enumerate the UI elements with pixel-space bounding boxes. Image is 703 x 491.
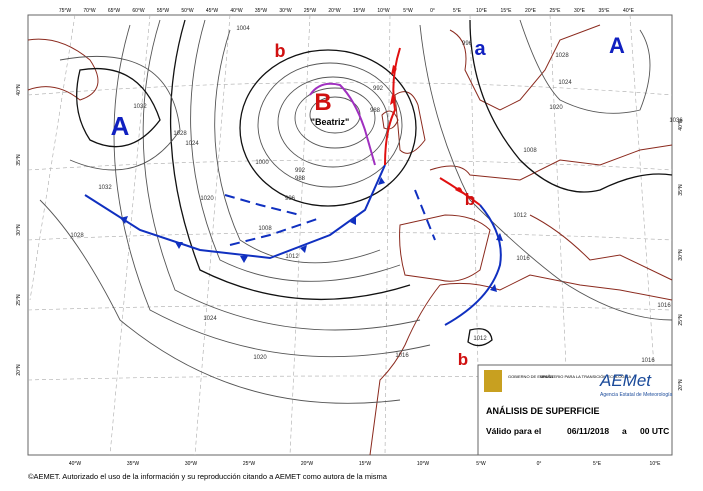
longitude-label: 25°E (550, 8, 562, 14)
isobar-label: 1032 (98, 185, 112, 191)
isobar-label: 988 (295, 176, 306, 182)
footer: ©AEMET. Autorizado el uso de la informac… (28, 472, 388, 481)
longitude-label: 35°E (599, 8, 611, 14)
isobar-label: 1028 (70, 233, 84, 239)
longitude-label: 50°W (181, 8, 194, 14)
isobar-label: 988 (370, 108, 381, 114)
longitude-label: 10°E (650, 461, 662, 467)
latitude-label: 25°N (16, 294, 22, 306)
date: 06/11/2018 (567, 426, 609, 436)
longitude-label: 15°E (501, 8, 513, 14)
isobar-label: 1012 (473, 336, 487, 342)
pressure-system: b (465, 190, 475, 209)
latitude-label: 30°N (16, 224, 22, 236)
latitude-label: 40°N (16, 84, 22, 96)
isobar-label: 1008 (523, 148, 537, 154)
longitude-label: 35°W (255, 8, 268, 14)
longitude-label: 30°W (279, 8, 292, 14)
longitude-label: 70°W (83, 8, 96, 14)
isobar-label: 1000 (255, 160, 269, 166)
longitude-label: 5°W (476, 461, 486, 467)
info-panel: GOBIERNO DE ESPAÑA MINISTERIO PARA LA TR… (477, 364, 673, 456)
longitude-label: 25°W (304, 8, 317, 14)
pressure-system: b (275, 41, 286, 61)
isobar-label: 1032 (133, 104, 147, 110)
isobar-label: 1016 (641, 358, 655, 364)
latitude-label: 20°N (16, 364, 22, 376)
isobar-label: 1012 (285, 254, 299, 260)
isobar-label: 1008 (258, 226, 272, 232)
latitude-label: 20°N (678, 379, 684, 391)
isobar-label: 1024 (203, 316, 217, 322)
longitude-label: 0° (537, 461, 542, 467)
longitude-label: 15°W (353, 8, 366, 14)
pressure-system: b (458, 350, 468, 369)
latitude-label: 25°N (678, 314, 684, 326)
isobar-label: 1036 (669, 118, 683, 124)
latitude-label: 30°N (678, 249, 684, 261)
pressure-system: A (111, 111, 130, 141)
isobar-label: 1028 (555, 53, 569, 59)
isobar-label: 1024 (185, 141, 199, 147)
longitude-label: 15°W (359, 461, 372, 467)
agency: Agencia Estatal de Meteorología (600, 392, 672, 398)
latitude-label: 40°N (678, 119, 684, 131)
government: GOBIERNO DE ESPAÑA (508, 374, 554, 379)
storm-name: "Beatriz" (311, 117, 350, 127)
isobar-label: 1020 (200, 196, 214, 202)
isobar-label: 1012 (513, 213, 527, 219)
isobar-label: 1028 (173, 131, 187, 137)
isobar-label: 1016 (395, 353, 409, 359)
isobar-label: 1020 (549, 105, 563, 111)
longitude-label: 65°W (108, 8, 121, 14)
isobar-label: 1024 (558, 80, 572, 86)
logo: AEMet (599, 371, 652, 390)
fronts (84, 47, 503, 326)
isobar-label: 1020 (253, 355, 267, 361)
longitude-label: 35°W (127, 461, 140, 467)
longitude-label: 10°E (476, 8, 488, 14)
time: 00 UTC (640, 426, 669, 436)
graticule (27, 14, 673, 456)
ministry: MINISTERIO PARA LA TRANSICIÓN ECOLÓGICA (540, 374, 632, 379)
connector: a (622, 426, 627, 436)
pressure-system: a (474, 38, 486, 60)
longitude-label: 5°W (403, 8, 413, 14)
isobars (39, 19, 673, 404)
isobar-label: 1004 (236, 26, 250, 32)
pressure-system: A (609, 33, 625, 58)
longitude-label: 0° (430, 8, 435, 14)
longitude-label: 20°W (328, 8, 341, 14)
latitude-label: 35°N (678, 184, 684, 196)
longitude-label: 30°E (574, 8, 586, 14)
longitude-label: 30°W (185, 461, 198, 467)
longitude-label: 5°E (593, 461, 602, 467)
longitude-label: 10°W (377, 8, 390, 14)
longitude-label: 75°W (59, 8, 72, 14)
isobar-label: 1016 (657, 303, 671, 309)
isobar-label: 1016 (516, 256, 530, 262)
valid-label: Válido para el (486, 426, 541, 436)
pressure-system: B (314, 89, 331, 116)
longitude-label: 45°W (206, 8, 219, 14)
isobar-label: 992 (295, 168, 306, 174)
longitude-label: 10°W (417, 461, 430, 467)
longitude-label: 25°W (243, 461, 256, 467)
longitude-label: 40°W (69, 461, 82, 467)
latitude-label: 35°N (16, 154, 22, 166)
longitude-label: 55°W (157, 8, 170, 14)
longitude-label: 20°E (525, 8, 537, 14)
longitude-label: 20°W (301, 461, 314, 467)
longitude-label: 60°W (132, 8, 145, 14)
isobar-label: 996 (462, 41, 473, 47)
longitude-label: 40°E (623, 8, 635, 14)
panel-title: ANÁLISIS DE SUPERFICIE (486, 406, 600, 416)
isobar-label: 996 (285, 196, 296, 202)
longitude-label: 5°E (453, 8, 462, 14)
longitude-label: 40°W (230, 8, 243, 14)
isobar-label: 992 (373, 86, 384, 92)
